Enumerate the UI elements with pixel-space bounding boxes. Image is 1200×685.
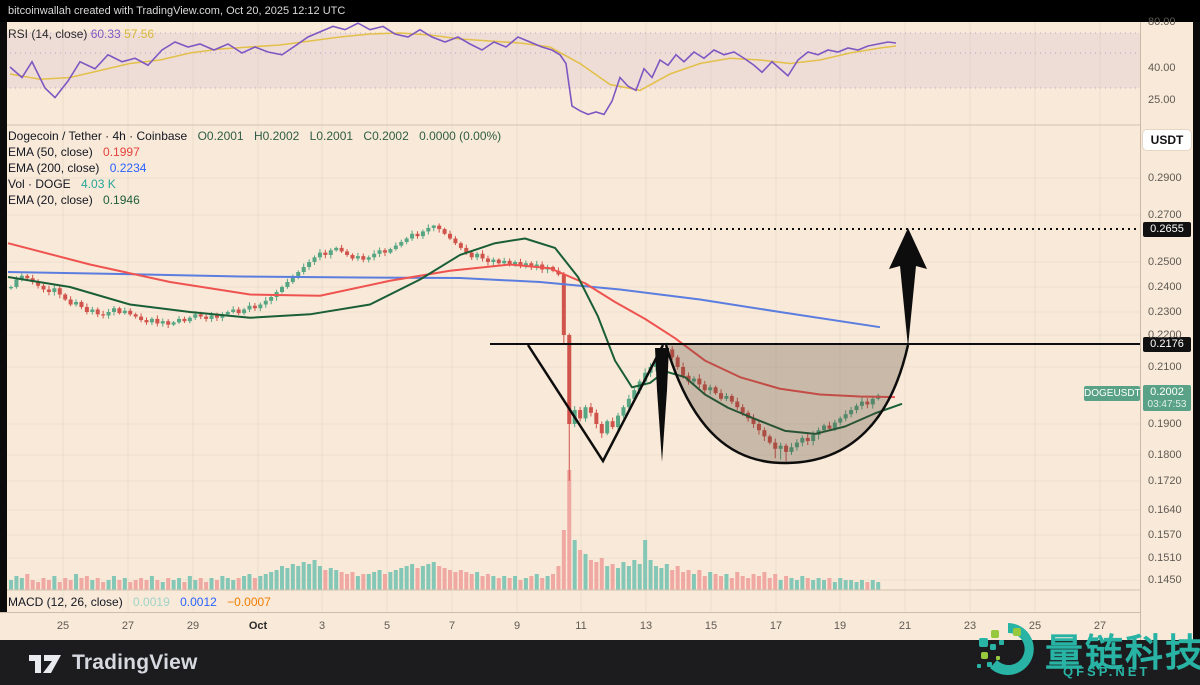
price-axis-label: 0.1720 bbox=[1148, 475, 1182, 487]
price-axis-label: 0.2300 bbox=[1148, 306, 1182, 318]
price-axis-label: 0.1900 bbox=[1148, 418, 1182, 430]
rsi-plot bbox=[0, 22, 1140, 116]
ema-lines bbox=[7, 237, 903, 435]
macd-signal-value: 0.0012 bbox=[180, 595, 217, 609]
time-axis-label: 9 bbox=[513, 620, 521, 632]
ema20-label: EMA (20, close) bbox=[8, 193, 93, 207]
symbol-row: Dogecoin / Tether · 4h · Coinbase O0.200… bbox=[8, 128, 508, 144]
price-axis[interactable]: USDT 0.2655 0.2176 0.2002 03:47:53 80.00… bbox=[1140, 16, 1193, 640]
volume-bars bbox=[9, 470, 881, 590]
price-axis-label: 0.1640 bbox=[1148, 504, 1182, 516]
volume-value: 4.03 K bbox=[81, 177, 116, 191]
bar-countdown: 03:47:53 bbox=[1147, 399, 1187, 410]
ema50-label: EMA (50, close) bbox=[8, 145, 93, 159]
rsi-value: 60.33 bbox=[90, 27, 121, 41]
time-axis-label: 27 bbox=[121, 620, 135, 632]
ema-200-line bbox=[7, 271, 881, 329]
macd-legend[interactable]: MACD (12, 26, close) 0.0019 0.0012 −0.00… bbox=[8, 595, 278, 609]
cup-fill bbox=[666, 345, 908, 464]
ohlc-change: 0.0000 (0.00%) bbox=[419, 129, 502, 143]
main-chart-legend[interactable]: Dogecoin / Tether · 4h · Coinbase O0.200… bbox=[8, 128, 508, 208]
symbol-price-tag: DOGEUSDT bbox=[1084, 386, 1141, 401]
tradingview-logo-icon[interactable] bbox=[28, 650, 62, 676]
volume-label: Vol · DOGE bbox=[8, 177, 71, 191]
indicator-row-ema200[interactable]: EMA (200, close) 0.2234 bbox=[8, 160, 508, 176]
ema50-value: 0.1997 bbox=[103, 145, 140, 159]
macd-label: MACD (12, 26, close) bbox=[8, 595, 123, 609]
panel-separators bbox=[0, 124, 1140, 591]
watermark: 量链科技 QFSP.NET bbox=[975, 616, 1200, 685]
pattern-annotations bbox=[474, 228, 1140, 465]
watermark-site-url: QFSP.NET bbox=[1063, 664, 1151, 679]
price-axis-label: 0.1450 bbox=[1148, 574, 1182, 586]
price-axis-label: 25.00 bbox=[1148, 94, 1176, 106]
usdt-currency-badge[interactable]: USDT bbox=[1143, 130, 1191, 150]
screenshot-title-bar: bitcoinwallah created with TradingView.c… bbox=[0, 0, 1200, 22]
price-axis-label: 40.00 bbox=[1148, 62, 1176, 74]
right-edge-strip bbox=[1193, 22, 1200, 640]
ohlc-close: C0.2002 bbox=[363, 129, 409, 143]
rsi-legend-label: RSI (14, close) bbox=[8, 27, 88, 41]
time-axis-label: 15 bbox=[704, 620, 718, 632]
candlesticks bbox=[9, 223, 881, 481]
ema-20-line bbox=[7, 237, 903, 435]
watermark-company-name: 量链科技 bbox=[1045, 633, 1200, 675]
time-axis-label: 25 bbox=[1028, 620, 1042, 632]
indicator-row-ema20[interactable]: EMA (20, close) 0.1946 bbox=[8, 192, 508, 208]
ohlc-low: L0.2001 bbox=[309, 129, 354, 143]
time-axis-label: 25 bbox=[56, 620, 70, 632]
time-axis-label: 3 bbox=[318, 620, 326, 632]
price-axis-label: 0.2700 bbox=[1148, 209, 1182, 221]
screenshot-attribution-text: bitcoinwallah created with TradingView.c… bbox=[8, 5, 346, 17]
price-axis-label: 0.2100 bbox=[1148, 361, 1182, 373]
time-axis[interactable]: 25 27 29 Oct 3 5 7 9 11 13 15 17 19 21 23 25 27 bbox=[0, 612, 1140, 640]
time-axis-label: 23 bbox=[963, 620, 977, 632]
v-shape-lines bbox=[526, 344, 665, 464]
time-axis-label: 5 bbox=[383, 620, 391, 632]
left-edge-strip bbox=[0, 22, 7, 612]
down-arrow bbox=[655, 348, 669, 462]
up-arrow bbox=[889, 228, 927, 347]
tradingview-brand-text[interactable]: TradingView bbox=[72, 650, 198, 674]
ohlc-high: H0.2002 bbox=[253, 129, 300, 143]
time-axis-label: 21 bbox=[898, 620, 912, 632]
ema20-value: 0.1946 bbox=[103, 193, 140, 207]
price-axis-label: 0.1570 bbox=[1148, 529, 1182, 541]
time-axis-label: 7 bbox=[448, 620, 456, 632]
time-axis-label: 27 bbox=[1093, 620, 1107, 632]
watermark-logo-icon bbox=[977, 623, 1034, 675]
last-price-badge: 0.2002 03:47:53 bbox=[1143, 385, 1191, 411]
time-axis-label: Oct bbox=[248, 620, 268, 632]
price-axis-label: 0.1800 bbox=[1148, 449, 1182, 461]
macd-hist-value: −0.0007 bbox=[227, 595, 271, 609]
ema-50-line bbox=[7, 242, 896, 399]
price-axis-label: 80.00 bbox=[1148, 16, 1176, 28]
indicator-row-ema50[interactable]: EMA (50, close) 0.1997 bbox=[8, 144, 508, 160]
target-price-badge: 0.2655 bbox=[1143, 222, 1191, 237]
resistance-price-badge: 0.2176 bbox=[1143, 337, 1191, 352]
last-price-value: 0.2002 bbox=[1150, 386, 1184, 398]
price-axis-label: 0.2900 bbox=[1148, 172, 1182, 184]
ema200-value: 0.2234 bbox=[109, 161, 147, 175]
cup-curve bbox=[664, 344, 910, 465]
ohlc-open: O0.2001 bbox=[197, 129, 244, 143]
time-axis-label: 11 bbox=[575, 620, 587, 632]
ema200-label: EMA (200, close) bbox=[8, 161, 100, 175]
price-axis-label: 0.2200 bbox=[1148, 329, 1182, 341]
indicator-row-volume[interactable]: Vol · DOGE 4.03 K bbox=[8, 176, 508, 192]
time-axis-label: 17 bbox=[769, 620, 783, 632]
symbol-title[interactable]: Dogecoin / Tether · 4h · Coinbase bbox=[8, 129, 188, 143]
price-axis-label: 0.2400 bbox=[1148, 281, 1182, 293]
rsi-legend[interactable]: RSI (14, close) 60.33 57.56 bbox=[8, 27, 154, 41]
macd-value: 0.0019 bbox=[133, 595, 170, 609]
chart-canvas[interactable] bbox=[0, 22, 1140, 612]
time-axis-label: 19 bbox=[833, 620, 847, 632]
rsi-ma-value: 57.56 bbox=[124, 27, 155, 41]
price-axis-label: 0.2500 bbox=[1148, 256, 1182, 268]
time-axis-label: 13 bbox=[639, 620, 653, 632]
rsi-series bbox=[9, 22, 897, 116]
price-axis-label: 0.1510 bbox=[1148, 552, 1182, 564]
time-axis-label: 29 bbox=[186, 620, 200, 632]
